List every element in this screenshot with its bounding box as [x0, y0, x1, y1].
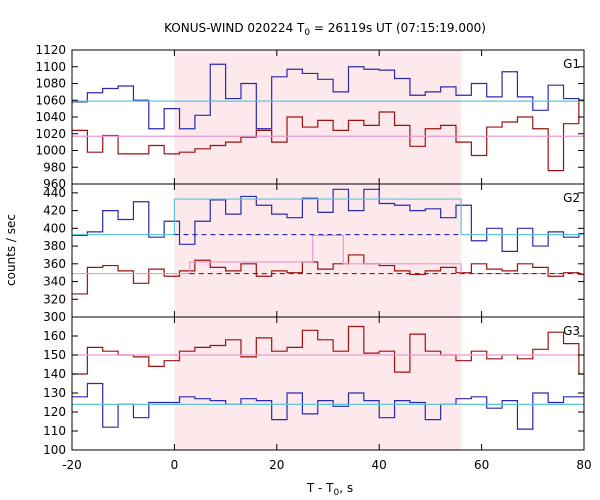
y-tick-label: 1080: [35, 77, 66, 91]
y-tick-label: 340: [43, 275, 66, 289]
x-axis-label-subscript: 0: [334, 488, 340, 498]
x-tick-label: 60: [474, 458, 489, 472]
y-tick-label: 110: [43, 424, 66, 438]
y-tick-label: 140: [43, 367, 66, 381]
y-tick-label: 1000: [35, 144, 66, 158]
x-axis-label-main: T - T: [306, 481, 334, 495]
panel-label: G2: [563, 191, 580, 205]
y-tick-label: 960: [43, 177, 66, 191]
y-tick-label: 1060: [35, 93, 66, 107]
series-g2-darkred-1: [72, 254, 584, 295]
y-tick-label: 100: [43, 443, 66, 457]
y-tick-label: 400: [43, 221, 66, 235]
series-g2-cyan-2: [72, 198, 584, 236]
x-tick-label: 20: [269, 458, 284, 472]
y-tick-label: 1120: [35, 43, 66, 57]
y-tick-label: 1040: [35, 110, 66, 124]
panel-g2: 300 320 340 360 380 400 420 440 G2: [43, 183, 585, 324]
series-g1-blue-0: [72, 63, 584, 130]
x-axis-label: T - T0, s: [306, 481, 353, 498]
y-tick-label: 980: [43, 160, 66, 174]
y-tick-label: 360: [43, 257, 66, 271]
series-g1-darkred-1: [72, 99, 584, 172]
panel-label: G3: [563, 324, 580, 338]
y-tick-label: 420: [43, 204, 66, 218]
x-tick-label: -20: [62, 458, 82, 472]
panel-g1: 960 980 1000 1020 1040 1060 1080 1100 1120 G1: [35, 43, 585, 191]
y-tick-label: 440: [43, 186, 66, 200]
y-tick-label: 130: [43, 386, 66, 400]
x-tick-label: 40: [372, 458, 387, 472]
chart-title-subscript: 0: [304, 28, 310, 38]
x-axis-label-rest: , s: [339, 481, 353, 495]
series-g3-darkred-0: [72, 325, 584, 375]
panel-frame: [71, 316, 585, 451]
panel-label: G1: [563, 57, 580, 71]
y-tick-label: 1020: [35, 127, 66, 141]
chart-title-rest: = 26119s UT (07:15:19.000): [310, 21, 486, 35]
y-tick-label: 300: [43, 310, 66, 324]
y-tick-label: 150: [43, 348, 66, 362]
x-tick-label: 0: [171, 458, 179, 472]
x-tick-label: 80: [576, 458, 591, 472]
y-axis-label: counts / sec: [4, 214, 18, 286]
series-g2-pink-3: [72, 234, 584, 275]
y-tick-label: 380: [43, 239, 66, 253]
chart-title-main: KONUS-WIND 020224 T: [164, 21, 305, 35]
y-tick-label: 160: [43, 329, 66, 343]
chart-title: KONUS-WIND 020224 T0 = 26119s UT (07:15:…: [164, 21, 486, 38]
y-tick-label: 1100: [35, 60, 66, 74]
panel-g3: 100 110 120 130 140 150 160 G3: [43, 316, 585, 457]
series-g3-blue-1: [72, 382, 584, 430]
y-tick-label: 320: [43, 292, 66, 306]
y-tick-label: 120: [43, 405, 66, 419]
burst-interval-band: [174, 50, 462, 450]
plot-area: 9609801000102010401060108011001120G13003…: [35, 43, 591, 472]
